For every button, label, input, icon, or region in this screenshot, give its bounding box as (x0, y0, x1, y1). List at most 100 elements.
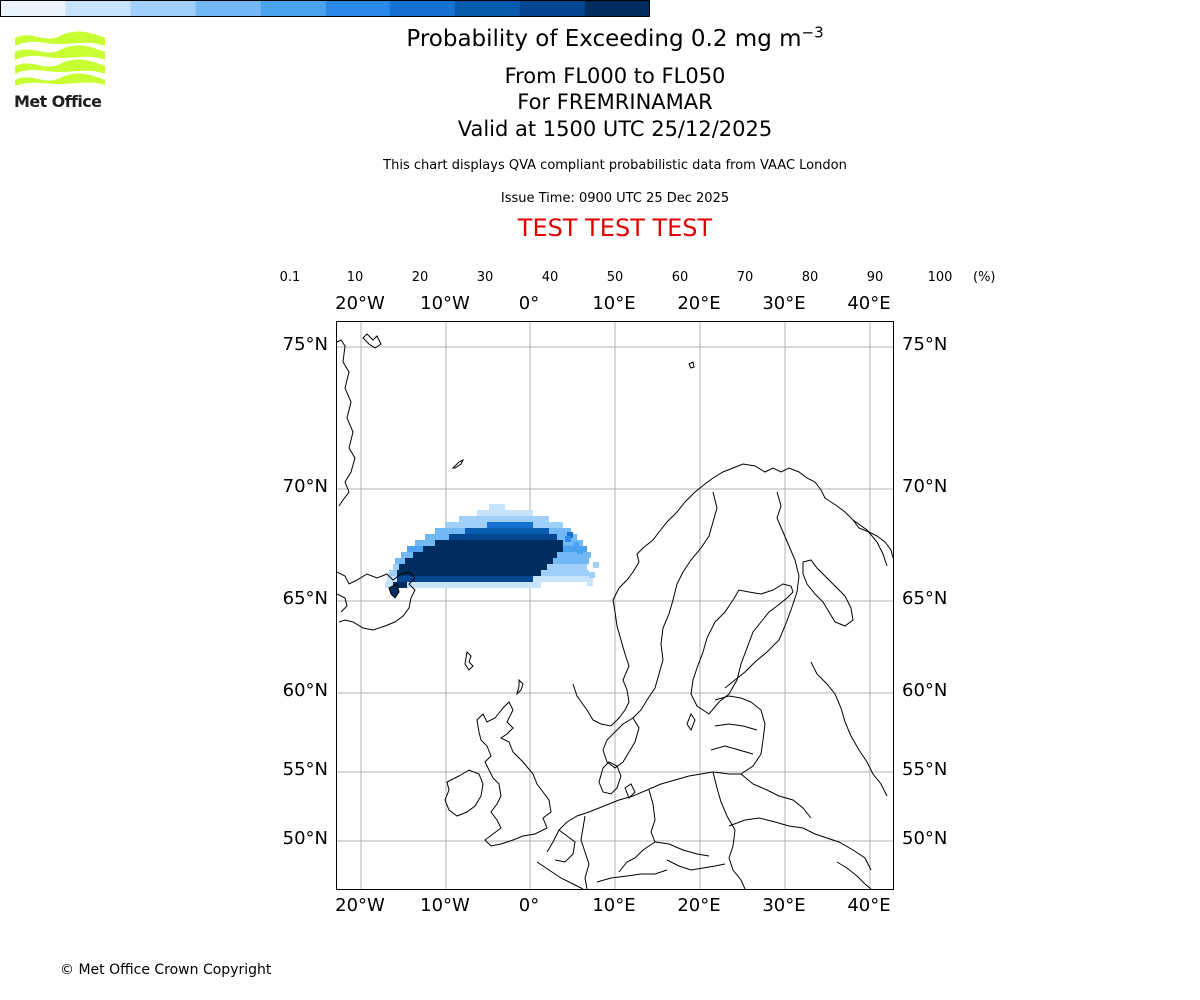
colorbar-tick-label: 70 (736, 270, 754, 285)
colorbar-segment (195, 1, 261, 16)
plume-cell (489, 504, 505, 510)
lat-label-right: 50°N (902, 828, 948, 849)
plume-cell (397, 576, 533, 582)
norway-coast (572, 463, 888, 727)
plume-cell (477, 510, 533, 516)
test-banner: TEST TEST TEST (517, 214, 713, 242)
plume-cell (405, 558, 553, 564)
ukraine-north-border (728, 817, 872, 871)
kola-peninsula (802, 559, 854, 627)
valid-time: Valid at 1500 UTC 25/12/2025 (457, 117, 773, 141)
colorbar-segment (1, 1, 66, 16)
lat-label-left: 50°N (282, 828, 328, 849)
colorbar-tick-label: 50 (606, 270, 624, 285)
colorbar-tick-label: 20 (411, 270, 429, 285)
colorbar-tick-label: 80 (801, 270, 819, 285)
colorbar-tick-label: 0.1 (279, 270, 301, 285)
plume-cell (393, 582, 407, 588)
lon-label-bottom: 10°E (592, 895, 636, 916)
colorbar-segment (260, 1, 326, 16)
lon-label-bottom: 40°E (847, 895, 891, 916)
france-north (536, 861, 584, 890)
plume-cell (397, 570, 541, 576)
lon-label-top: 10°E (592, 293, 636, 314)
lon-label-top: 40°E (847, 293, 891, 314)
austria-hungary-border (666, 859, 726, 871)
belarus-border (740, 773, 812, 819)
gotland (686, 712, 696, 732)
arctic-russia-coast (852, 519, 894, 559)
plume-cell (573, 542, 579, 548)
lat-label-left: 75°N (282, 334, 328, 355)
ukraine-west-border (728, 857, 746, 890)
plume-cell (565, 536, 571, 542)
colorbar (0, 0, 650, 17)
lon-label-top: 30°E (762, 293, 806, 314)
lon-label-bottom: 20°W (335, 895, 385, 916)
denmark (598, 761, 622, 795)
greenland-north-island (362, 333, 382, 349)
iceland (336, 571, 416, 631)
plume-cell (487, 522, 533, 528)
zealand (624, 783, 636, 799)
colorbar-segment (455, 1, 521, 16)
issue-time: Issue Time: 0900 UTC 25 Dec 2025 (500, 191, 730, 206)
plume-cell (435, 540, 563, 546)
plume-cell (459, 516, 549, 522)
colorbar-unit: (%) (973, 270, 996, 285)
finland-russia-border (724, 491, 800, 689)
lon-label-bottom: 30°E (762, 895, 806, 916)
lat-label-right: 65°N (902, 588, 948, 609)
ireland (444, 769, 484, 817)
coastlines (336, 333, 894, 890)
lon-label-bottom: 0° (518, 895, 540, 916)
baltic-states (714, 695, 766, 775)
germany-west-border (580, 815, 590, 890)
lon-label-bottom: 10°W (420, 895, 470, 916)
lon-label-top: 10°W (420, 293, 470, 314)
colorbar-segment (390, 1, 456, 16)
volcano-name: For FREMRINAMAR (517, 90, 713, 114)
colorbar-tick-label: 40 (541, 270, 559, 285)
colorbar-tick-label: 90 (866, 270, 884, 285)
graticule (337, 322, 893, 889)
plume-cell (583, 554, 589, 560)
chart-title-main: Probability of Exceeding 0.2 mg m (406, 26, 802, 52)
colorbar-tick-label: 100 (927, 270, 953, 285)
lat-label-left: 60°N (282, 680, 328, 701)
sweden-south (602, 717, 640, 769)
colorbar-segment (520, 1, 586, 16)
lon-label-top: 20°E (677, 293, 721, 314)
greenland-coast (336, 339, 356, 507)
plume-cell (589, 572, 595, 578)
colorbar-tick-label: 10 (346, 270, 364, 285)
shetland-islands (516, 678, 524, 696)
czech-slovakia-border (654, 841, 710, 857)
volcano-source-cell (388, 583, 400, 599)
lat-label-right: 60°N (902, 680, 948, 701)
norway-sweden-border (632, 491, 718, 719)
ash-plume (385, 504, 599, 599)
colorbar-tick-label: 60 (671, 270, 689, 285)
plume-cell (385, 582, 541, 588)
logo-text: Met Office (14, 92, 102, 111)
bear-island (688, 361, 695, 369)
poland-east-border (712, 771, 736, 859)
colorbar-segment (65, 1, 131, 16)
netherlands-belgium (554, 829, 576, 863)
colorbar-tick-label: 30 (476, 270, 494, 285)
plume-cell (577, 548, 583, 554)
plume-cell (465, 528, 549, 534)
lat-label-right: 75°N (902, 334, 948, 355)
disclaimer-text: This chart displays QVA compliant probab… (383, 158, 847, 173)
black-sea-shore (836, 861, 872, 890)
lon-label-bottom: 20°E (677, 895, 721, 916)
lat-label-right: 70°N (902, 476, 948, 497)
chart-title-exponent: −3 (801, 23, 824, 42)
map-canvas (336, 322, 894, 890)
estonia-latvia-border (714, 723, 758, 731)
colorbar-segment (325, 1, 391, 16)
germany-poland-border (648, 789, 656, 843)
plume-cell (593, 562, 599, 568)
plume-cell (399, 564, 547, 570)
